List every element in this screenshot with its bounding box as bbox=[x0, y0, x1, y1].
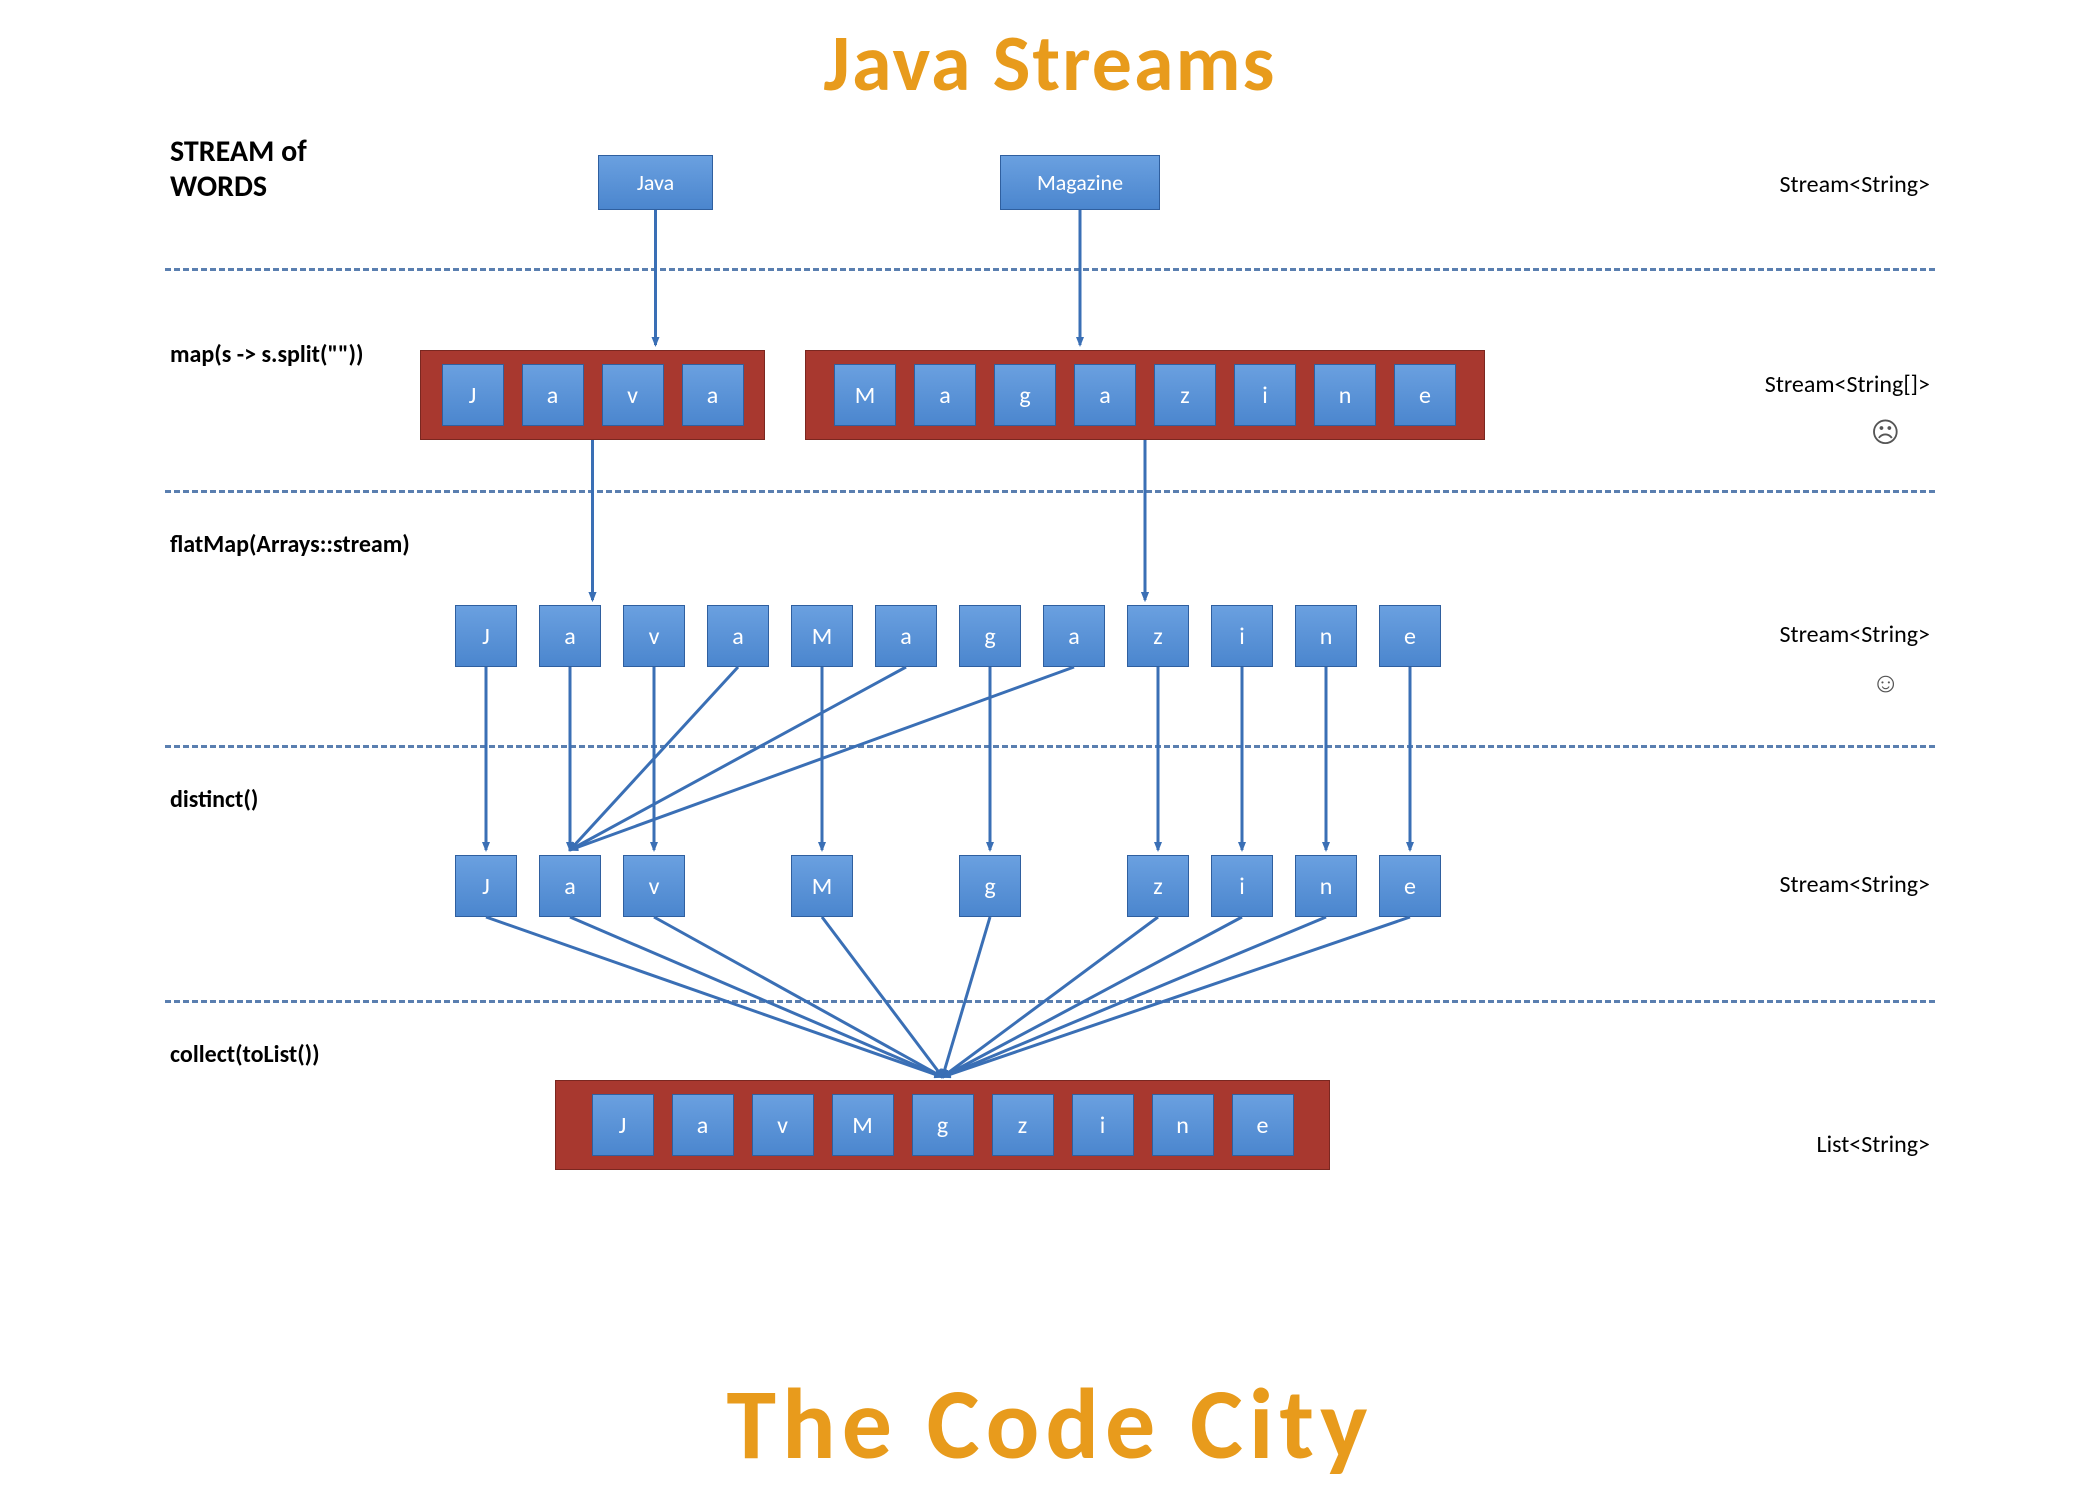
distinct-char-10: n bbox=[1295, 855, 1357, 917]
collect-char-8: e bbox=[1232, 1094, 1294, 1156]
map-char-1-0: M bbox=[834, 364, 896, 426]
distinct-char-0: J bbox=[455, 855, 517, 917]
collect-char-1: a bbox=[672, 1094, 734, 1156]
distinct-char-2: v bbox=[623, 855, 685, 917]
type-flatmap: Stream<String> bbox=[1780, 620, 1930, 649]
distinct-char-4: M bbox=[791, 855, 853, 917]
map-char-0-3: a bbox=[682, 364, 744, 426]
flat-char-6: g bbox=[959, 605, 1021, 667]
type-distinct: Stream<String> bbox=[1780, 870, 1930, 899]
collect-char-3: M bbox=[832, 1094, 894, 1156]
map-char-1-7: e bbox=[1394, 364, 1456, 426]
divider-1 bbox=[165, 490, 1935, 493]
collect-char-7: n bbox=[1152, 1094, 1214, 1156]
map-char-0-0: J bbox=[442, 364, 504, 426]
distinct-char-9: i bbox=[1211, 855, 1273, 917]
map-char-1-6: n bbox=[1314, 364, 1376, 426]
type-map: Stream<String[]> bbox=[1765, 370, 1930, 399]
word-box-0: Java bbox=[598, 155, 713, 210]
word-box-1: Magazine bbox=[1000, 155, 1160, 210]
distinct-char-8: z bbox=[1127, 855, 1189, 917]
heading-stream-of-words: STREAM of WORDS bbox=[170, 135, 307, 204]
divider-3 bbox=[165, 1000, 1935, 1003]
emoji-sad: ☹ bbox=[1871, 415, 1900, 450]
flat-char-2: v bbox=[623, 605, 685, 667]
flat-char-3: a bbox=[707, 605, 769, 667]
map-char-1-1: a bbox=[914, 364, 976, 426]
emoji-happy: ☺ bbox=[1871, 665, 1900, 700]
flat-char-9: i bbox=[1211, 605, 1273, 667]
title-bottom: The Code City bbox=[0, 1363, 2100, 1485]
flat-char-8: z bbox=[1127, 605, 1189, 667]
map-char-1-5: i bbox=[1234, 364, 1296, 426]
divider-2 bbox=[165, 745, 1935, 748]
label-map: map(s -> s.split("")) bbox=[170, 340, 363, 369]
collect-char-2: v bbox=[752, 1094, 814, 1156]
title-top: Java Streams bbox=[0, 15, 2100, 112]
map-char-1-2: g bbox=[994, 364, 1056, 426]
flat-char-10: n bbox=[1295, 605, 1357, 667]
collect-char-4: g bbox=[912, 1094, 974, 1156]
label-distinct: distinct() bbox=[170, 785, 258, 814]
arrow-layer bbox=[0, 0, 2100, 1500]
map-char-1-3: a bbox=[1074, 364, 1136, 426]
collect-char-0: J bbox=[592, 1094, 654, 1156]
label-flatmap: flatMap(Arrays::stream) bbox=[170, 530, 410, 559]
flat-char-5: a bbox=[875, 605, 937, 667]
map-container-1 bbox=[805, 350, 1485, 440]
distinct-char-11: e bbox=[1379, 855, 1441, 917]
collect-char-5: z bbox=[992, 1094, 1054, 1156]
flat-char-1: a bbox=[539, 605, 601, 667]
flat-char-7: a bbox=[1043, 605, 1105, 667]
type-collect: List<String> bbox=[1816, 1130, 1930, 1159]
divider-0 bbox=[165, 268, 1935, 271]
flat-char-4: M bbox=[791, 605, 853, 667]
type-input: Stream<String> bbox=[1780, 170, 1930, 199]
flat-char-0: J bbox=[455, 605, 517, 667]
map-char-0-2: v bbox=[602, 364, 664, 426]
map-char-1-4: z bbox=[1154, 364, 1216, 426]
distinct-char-1: a bbox=[539, 855, 601, 917]
map-char-0-1: a bbox=[522, 364, 584, 426]
flat-char-11: e bbox=[1379, 605, 1441, 667]
label-collect: collect(toList()) bbox=[170, 1040, 320, 1069]
distinct-char-6: g bbox=[959, 855, 1021, 917]
collect-char-6: i bbox=[1072, 1094, 1134, 1156]
